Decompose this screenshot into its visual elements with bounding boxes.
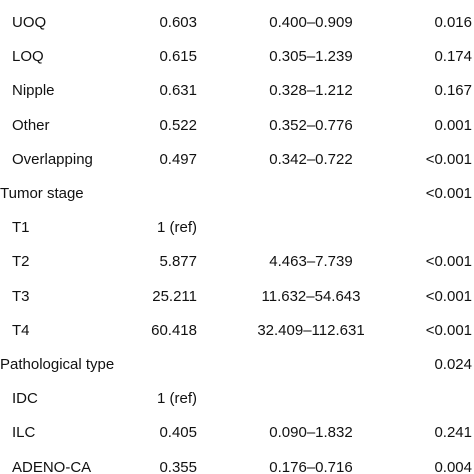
p-value: 0.167 [434,82,472,100]
confidence-interval: 4.463–7.739 [269,253,353,271]
row-label: Nipple [12,82,55,100]
confidence-interval: 0.090–1.832 [269,424,353,442]
odds-ratio: 1 (ref) [156,219,197,237]
confidence-interval: 0.328–1.212 [269,82,353,100]
odds-ratio: 0.355 [159,458,197,474]
row-label: IDC [12,390,38,408]
confidence-interval: 11.632–54.643 [261,287,361,305]
confidence-interval: 0.342–0.722 [269,150,353,168]
row-label: Other [12,116,50,134]
odds-ratio: 60.418 [151,321,197,339]
p-value: 0.004 [434,458,472,474]
p-value: 0.016 [434,14,472,31]
confidence-interval: 0.400–0.909 [269,14,353,31]
confidence-interval: 0.305–1.239 [269,48,353,66]
row-label: LOQ [12,48,44,66]
p-value: <0.001 [425,253,472,271]
p-value: 0.001 [434,116,472,134]
odds-ratio: 1 (ref) [156,390,197,408]
odds-ratio: 0.603 [159,14,197,31]
p-value: <0.001 [425,321,472,339]
section-label: Pathological type [0,356,115,373]
p-value: <0.001 [425,185,472,202]
odds-ratio: 0.615 [159,48,197,66]
p-value: 0.024 [434,356,472,373]
odds-ratio: 0.522 [159,116,197,134]
p-value: <0.001 [425,150,472,168]
section-label: Tumor stage [0,185,84,202]
row-label: ILC [12,424,36,442]
odds-ratio: 0.631 [159,82,197,100]
odds-ratio: 0.405 [159,424,197,442]
odds-ratio: 25.211 [152,287,197,305]
odds-ratio: 0.497 [159,150,197,168]
p-value: <0.001 [425,287,472,305]
row-label: T3 [12,287,30,305]
confidence-interval: 0.352–0.776 [269,116,353,134]
odds-ratio: 5.877 [159,253,197,271]
confidence-interval: 0.176–0.716 [269,458,353,474]
confidence-interval: 32.409–112.631 [257,321,365,339]
row-label: ADENO-CA [12,458,92,474]
row-label: T4 [12,321,30,339]
row-label: UOQ [12,14,47,31]
p-value: 0.174 [434,48,472,66]
p-value: 0.241 [434,424,472,442]
row-label: Overlapping [12,150,93,168]
row-label: T2 [12,253,30,271]
row-label: T1 [12,219,30,237]
